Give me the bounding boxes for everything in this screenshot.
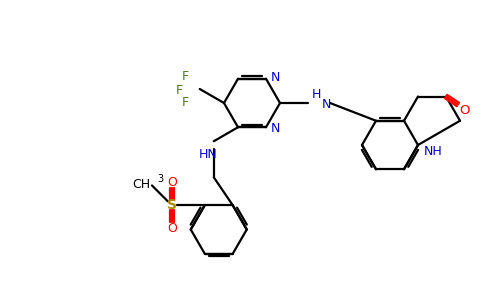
Text: CH: CH (132, 178, 150, 191)
Text: S: S (167, 198, 177, 212)
Text: N: N (271, 71, 280, 84)
Text: N: N (322, 98, 332, 112)
Text: F: F (182, 70, 189, 83)
Text: F: F (176, 85, 183, 98)
Text: O: O (459, 104, 469, 117)
Text: H: H (311, 88, 321, 101)
Text: HN: HN (198, 148, 217, 161)
Text: F: F (182, 97, 189, 110)
Text: 3: 3 (157, 174, 163, 184)
Text: O: O (167, 176, 177, 189)
Text: O: O (167, 222, 177, 235)
Text: NH: NH (424, 145, 442, 158)
Text: N: N (271, 122, 280, 135)
